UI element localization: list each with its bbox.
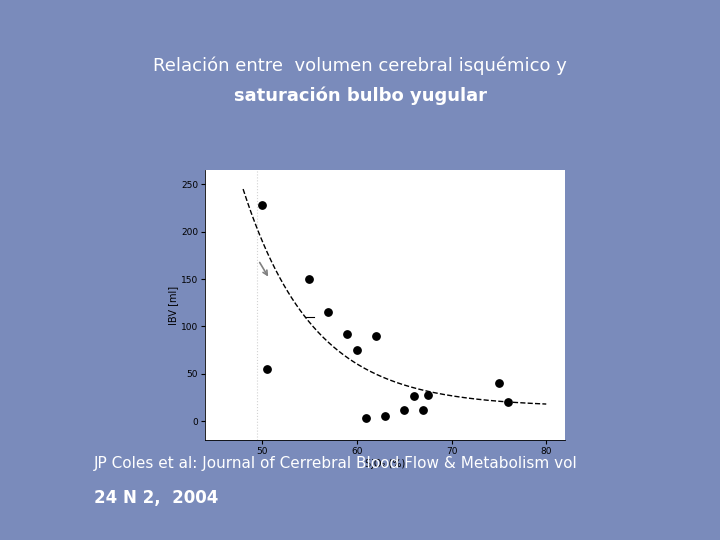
X-axis label: SjO₂ (%): SjO₂ (%)	[365, 459, 405, 469]
Point	[361, 414, 372, 423]
Point	[351, 346, 363, 354]
Point	[370, 332, 382, 340]
Text: saturación bulbo yugular: saturación bulbo yugular	[233, 86, 487, 105]
Point	[341, 330, 353, 339]
Point	[261, 364, 273, 373]
Point	[493, 379, 505, 388]
Point	[398, 406, 410, 414]
Point	[408, 392, 419, 400]
Point	[418, 406, 429, 414]
Point	[379, 412, 391, 421]
Point	[503, 398, 514, 407]
Point	[304, 275, 315, 284]
Point	[422, 390, 433, 399]
Point	[323, 308, 334, 316]
Text: JP Coles et al: Journal of Cerrebral Blood Flow & Metabolism vol: JP Coles et al: Journal of Cerrebral Blo…	[94, 456, 577, 471]
Point	[256, 201, 268, 210]
Text: 24 N 2,  2004: 24 N 2, 2004	[94, 489, 218, 507]
Y-axis label: IBV [ml]: IBV [ml]	[168, 286, 179, 325]
Text: Relación entre  volumen cerebral isquémico y: Relación entre volumen cerebral isquémic…	[153, 57, 567, 75]
